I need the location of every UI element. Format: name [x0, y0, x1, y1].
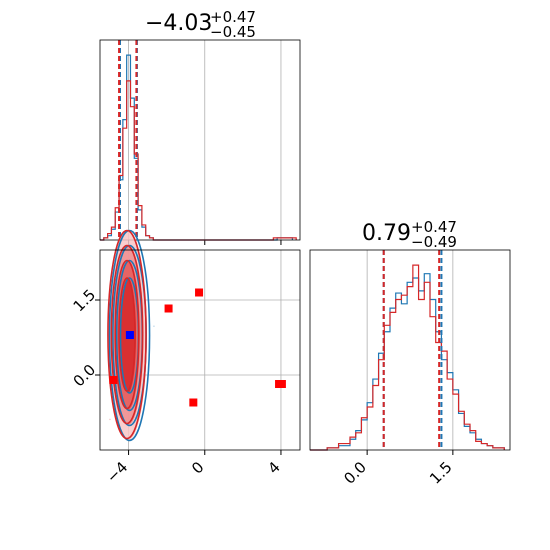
title-param2-value: 0.79 [362, 221, 411, 246]
sample-point [109, 418, 111, 421]
histogram-series-a [310, 273, 505, 451]
markers-joint [109, 288, 286, 407]
sample-point [153, 325, 155, 328]
contour-line-b [118, 277, 136, 392]
joint-panel: −4 0 4 0.0 1.5 [70, 229, 301, 486]
contour-line-b [110, 244, 144, 425]
x-tick-label: −4 [103, 458, 131, 486]
histogram-series-b [100, 80, 297, 241]
histogram-series-b [310, 264, 505, 451]
contour-line-b [114, 259, 140, 410]
grid-param1 [128, 40, 282, 245]
x-tick-label: 0 [188, 458, 207, 477]
outlier-marker [189, 398, 198, 407]
title-param2-sup: +0.47 [411, 218, 457, 236]
title-param1-sup: +0.47 [210, 8, 256, 26]
quantile-lines-param1 [118, 40, 138, 240]
marginal-panel-param2: 0.0 1.5 0.79 +0.47 −0.49 [309, 218, 511, 488]
x-tick-label: 0.0 [340, 458, 370, 488]
outlier-marker [277, 380, 286, 388]
histograms-param1 [100, 54, 297, 241]
y-tick-label: 1.5 [70, 286, 100, 316]
quantile-lines-param2 [382, 250, 443, 450]
truth-marker [125, 331, 134, 339]
marginal-panel-param1: −4.03 +0.47 −0.45 [99, 8, 301, 245]
title-param1-sub: −0.45 [210, 23, 256, 41]
y-tick-label: 0.0 [70, 361, 100, 391]
title-param1-value: −4.03 [145, 11, 212, 36]
x-ticks-param2: 0.0 1.5 [340, 458, 455, 488]
title-param2-sub: −0.49 [411, 233, 457, 251]
frame-joint [99, 249, 301, 451]
x-ticks-joint: −4 0 4 [103, 458, 284, 486]
frame-param2 [309, 249, 511, 451]
y-ticks-joint: 0.0 1.5 [70, 286, 100, 391]
outlier-marker [109, 376, 118, 384]
frame-param1 [99, 39, 301, 241]
grid-param2 [366, 250, 454, 455]
contours-joint [107, 229, 151, 442]
outlier-marker [195, 288, 204, 297]
histograms-param2 [310, 264, 505, 451]
contour-line-b [107, 229, 147, 440]
x-tick-label: 4 [264, 458, 283, 477]
outlier-marker [164, 304, 173, 313]
x-tick-label: 1.5 [426, 458, 456, 488]
